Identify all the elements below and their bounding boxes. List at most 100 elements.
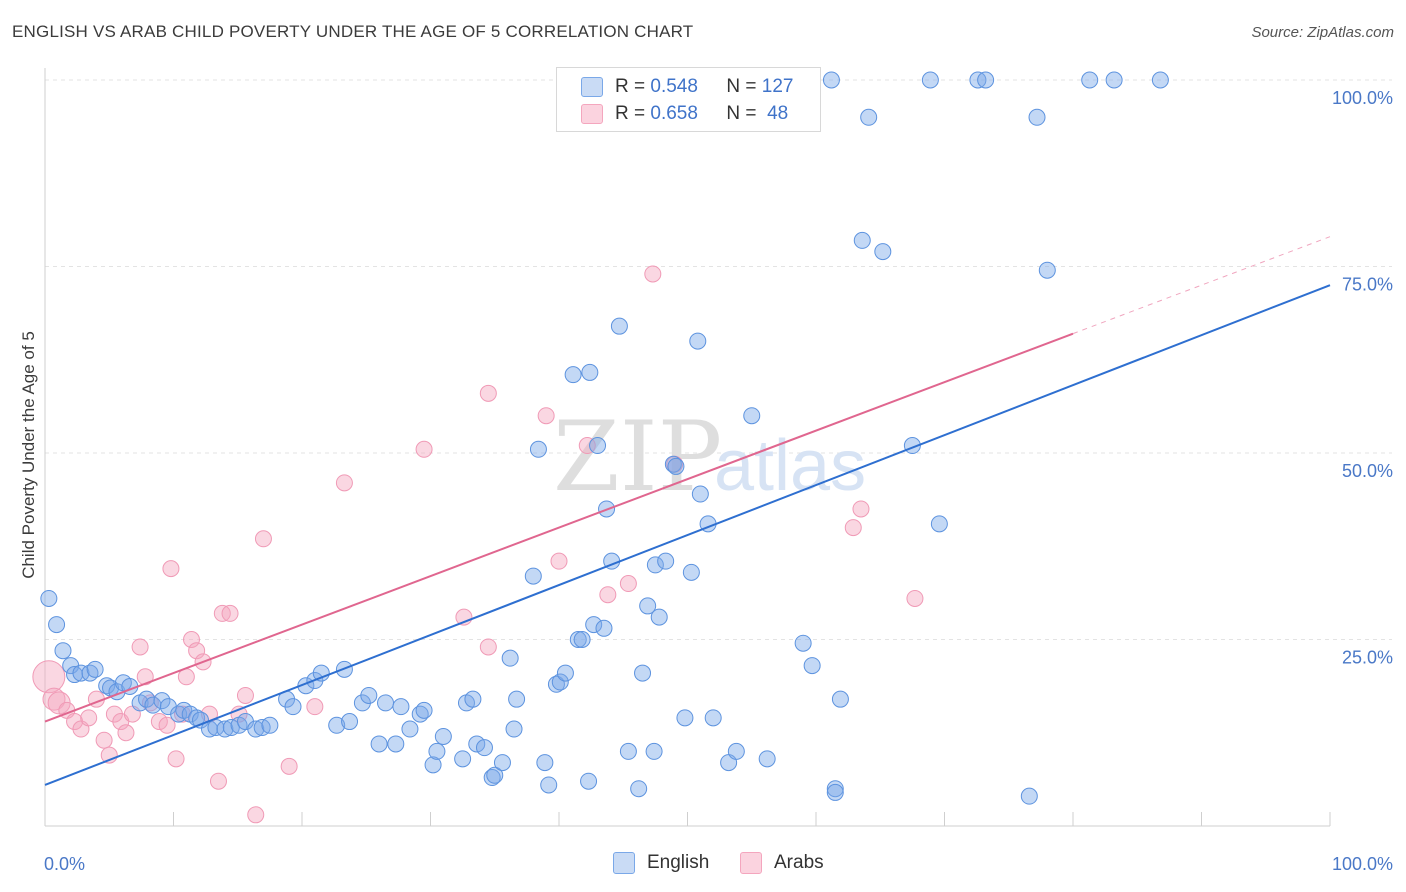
english-point [540,776,558,794]
legend-r-label: R = [615,76,646,97]
english-point [831,690,849,708]
english-point [428,742,446,760]
legend-n-label: N = [726,76,757,97]
english-point [826,780,844,798]
y-tick-labels: 25.0% 50.0% 75.0% 100.0% [1332,88,1393,668]
arabs-trend-line [44,332,1074,723]
english-point [580,772,598,790]
legend-swatch-arabs [581,104,603,124]
english-point [216,720,234,738]
arabs-point [599,586,617,604]
english-point [977,71,995,89]
english-point [564,366,582,384]
arabs-point [537,407,555,425]
y-axis-label: Child Poverty Under the Age of 5 [19,331,38,579]
arabs-point [209,772,227,790]
bottom-legend-swatch-arabs [740,852,762,874]
english-point [536,754,554,772]
english-point [589,437,607,455]
chart-title: ENGLISH VS ARAB CHILD POVERTY UNDER THE … [12,22,694,41]
english-point [689,332,707,350]
english-point [1081,71,1099,89]
english-point [569,631,587,648]
legend-row-arabs: R = 0.658 N = 48 [581,101,788,127]
english-point [524,567,542,585]
x-tick-label: 100.0% [1332,854,1393,874]
english-point [464,690,482,708]
arabs-point [131,638,149,656]
legend-r-value: 0.548 [650,76,698,97]
english-point [284,698,302,716]
legend-n-value: 48 [767,103,789,124]
english-point [664,455,682,473]
english-point [1038,261,1056,279]
arabs-point [158,716,176,734]
english-point [676,709,694,727]
english-point [639,597,657,615]
english-point [874,243,892,261]
legend-n-label: N = [726,103,757,124]
trend-lines [44,236,1331,786]
y-tick-label: 50.0% [1342,461,1393,481]
english-point [556,664,574,682]
arabs-point [479,384,497,402]
legend-swatch-english [581,77,603,97]
arabs-point [32,660,66,694]
english-point [415,701,433,719]
english-point [387,735,405,753]
bottom-legend-english: English [613,852,709,874]
english-point [704,709,722,727]
english-point [501,649,519,667]
english-point [341,713,359,731]
arabs-point [247,806,265,824]
english-point [483,769,501,787]
english-point [853,231,871,249]
arabs-point [550,552,568,570]
english-point [630,780,648,798]
arabs-point [906,589,924,607]
english-point [54,642,72,660]
arabs-point [221,604,239,622]
english-point [1151,71,1169,89]
stats-legend: R = 0.548 N = 127 R = 0.658 N = 48 [556,67,821,132]
arabs-point [335,474,353,492]
english-point [40,589,58,607]
english-point [505,720,523,738]
arabs-point [280,757,298,775]
english-point [86,660,104,678]
watermark-atlas: atlas [714,426,866,506]
english-point [650,608,668,626]
arabs-point [619,575,637,593]
arabs-point [162,560,180,578]
english-point [48,616,66,634]
arabs-point [95,731,113,749]
english-point [1028,108,1046,126]
bottom-legend-english-label: English [647,852,710,873]
english-point [803,657,821,675]
watermark: ZIP atlas [553,401,866,513]
english-point [743,407,761,425]
arabs-point [167,750,185,768]
arabs-point [80,709,98,727]
english-point [377,694,395,712]
english-point [645,742,663,760]
english-point [691,485,709,503]
legend-n-value: 127 [761,76,794,97]
english-point [493,754,511,772]
english-point [401,720,419,738]
english-point [468,735,486,753]
english-point [360,686,378,704]
english-point [794,634,812,652]
english-point [1105,71,1123,89]
english-point [312,664,330,682]
english-trend-line [44,284,1331,786]
english-point [434,727,452,745]
english-point [682,563,700,581]
bottom-legend-swatch-english [613,852,635,874]
english-point [529,440,547,458]
bottom-legend-arabs-label: Arabs [774,852,824,873]
english-point [508,690,526,708]
arabs-point [150,713,168,731]
y-tick-label: 100.0% [1332,88,1393,108]
english-point [392,698,410,716]
